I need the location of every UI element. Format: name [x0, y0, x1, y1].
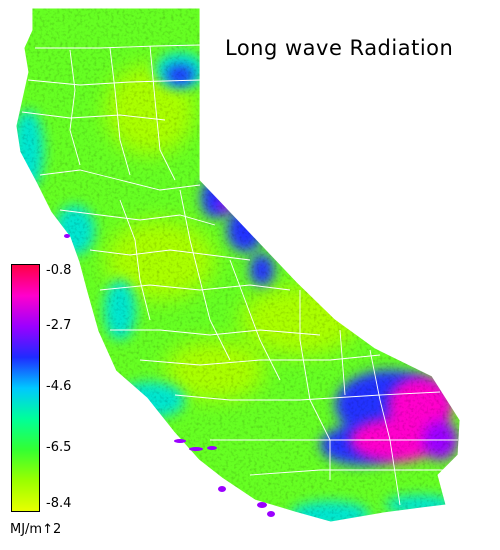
- channel-islands: [64, 234, 275, 517]
- legend-unit-label: MJ/m↑2: [10, 522, 62, 537]
- legend-tick-4: -6.5: [46, 440, 72, 455]
- legend-tick-2: -2.7: [46, 318, 72, 333]
- legend-color-bar: [11, 264, 40, 512]
- map-title: Long wave Radiation: [225, 36, 454, 60]
- county-boundaries: [15, 7, 461, 523]
- legend-tick-3: -4.6: [46, 379, 72, 394]
- legend-tick-5: -8.4: [46, 496, 72, 511]
- legend-tick-1: -0.8: [46, 263, 72, 278]
